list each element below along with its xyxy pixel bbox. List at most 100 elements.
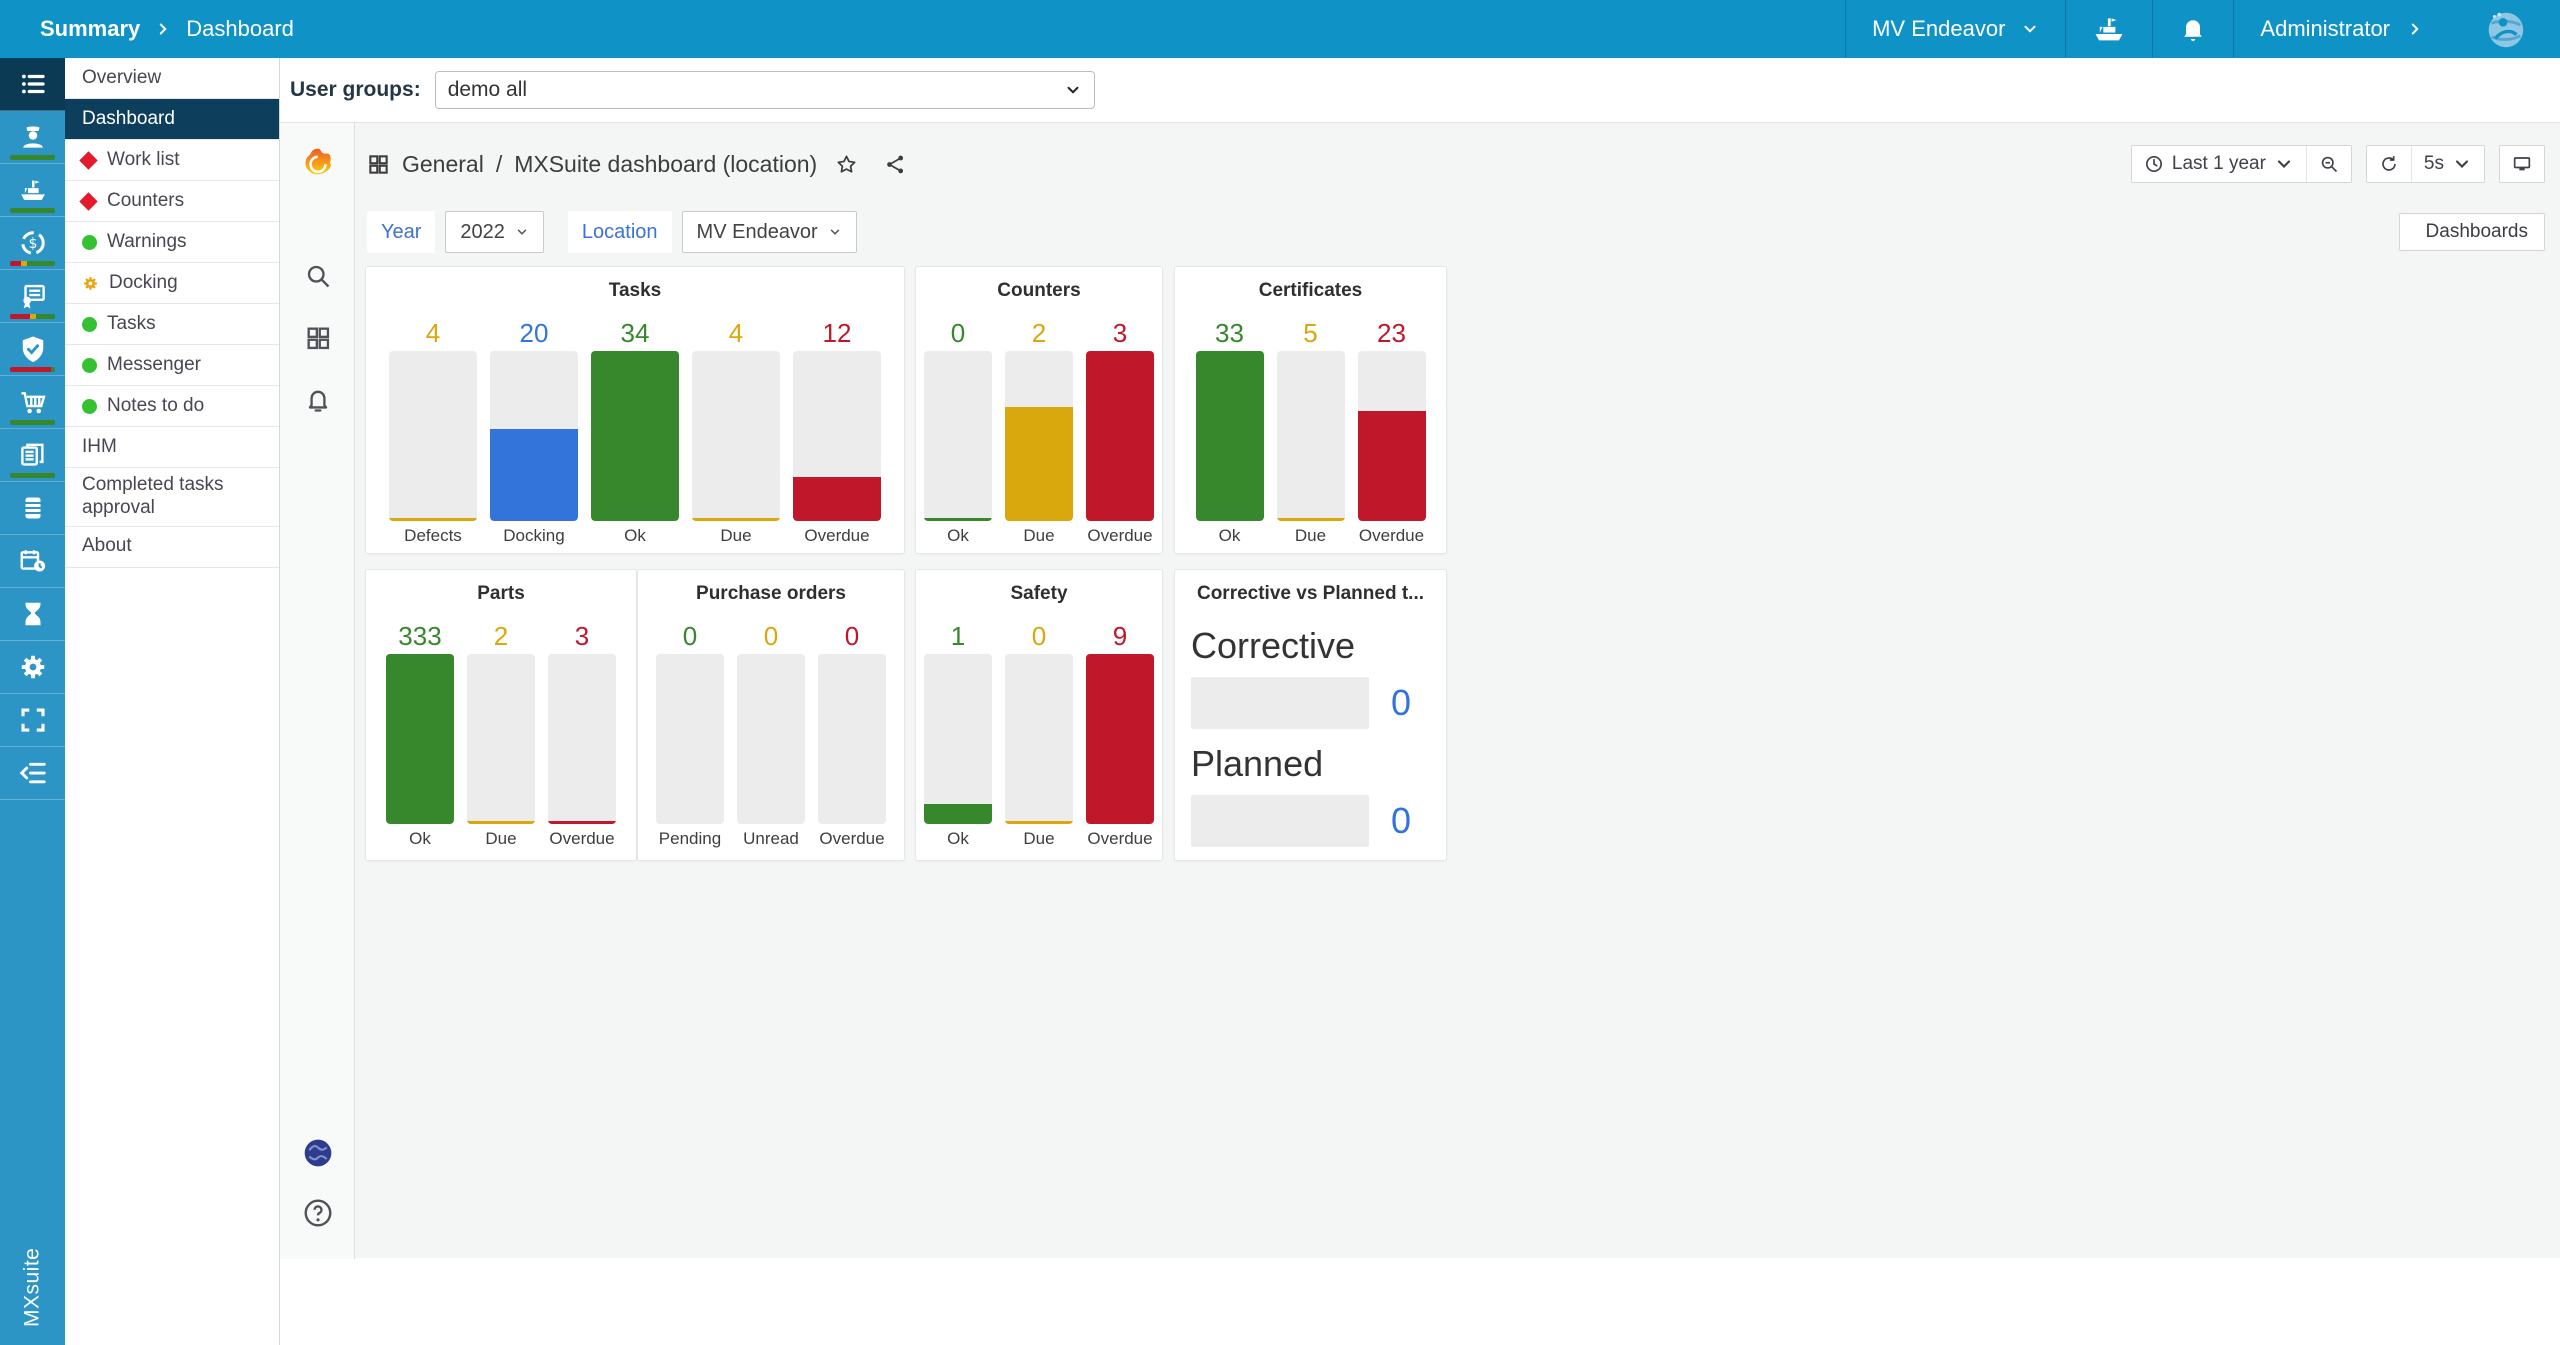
variable-select-year[interactable]: 2022 [445, 211, 544, 253]
rail-item-planning[interactable] [0, 535, 65, 588]
bar-overdue[interactable]: 9 Overdue [1086, 618, 1154, 849]
refresh-button[interactable] [2366, 146, 2411, 182]
grafana-rail-dashboards-grid[interactable] [280, 307, 355, 369]
zoom-out-button[interactable] [2305, 146, 2351, 182]
panel-title[interactable]: Safety [1010, 583, 1068, 604]
menu-item-notes-to-do[interactable]: Notes to do [65, 386, 279, 427]
bar-pending[interactable]: 0 Pending [656, 618, 724, 849]
bar-overdue[interactable]: 3 Overdue [1086, 315, 1154, 546]
rail-item-hourglass[interactable] [0, 588, 65, 641]
menu-list-icon [18, 69, 48, 99]
bar-value: 1 [950, 620, 966, 651]
breadcrumb-summary[interactable]: Summary [40, 16, 141, 41]
bar-due[interactable]: 2 Due [1005, 315, 1073, 546]
dashboards-button-label: Dashboards [2425, 221, 2528, 242]
bar-unread[interactable]: 0 Unread [737, 618, 805, 849]
fleet-button[interactable] [2065, 0, 2152, 58]
bar-label: Overdue [1087, 829, 1153, 848]
rail-status-bar [10, 208, 55, 213]
menu-item-label: Tasks [107, 312, 156, 334]
user-groups-select[interactable]: demo all [434, 71, 1095, 109]
progress-track[interactable] [1191, 795, 1369, 847]
breadcrumb-dashboard[interactable]: Dashboard [186, 16, 294, 41]
menu-item-tasks[interactable]: Tasks [65, 304, 279, 345]
progress-track[interactable] [1191, 677, 1369, 729]
bar-label: Due [1294, 526, 1327, 545]
bar-value: 0 [1031, 620, 1047, 651]
bar-due[interactable]: 2 Due [467, 618, 535, 849]
rail-item-safety[interactable] [0, 323, 65, 376]
bar-ok[interactable]: 1 Ok [924, 618, 992, 849]
rail-item-crew[interactable] [0, 111, 65, 164]
variable-select-location[interactable]: MV Endeavor [681, 211, 857, 253]
dashboard-title[interactable]: MXSuite dashboard (location) [514, 150, 818, 177]
bar-ok[interactable]: 33 Ok [1195, 315, 1264, 546]
panel-title[interactable]: Corrective vs Planned t... [1196, 583, 1425, 604]
bar-due[interactable]: 0 Due [1005, 618, 1073, 849]
bar-due[interactable]: 4 Due [692, 315, 780, 546]
panel-safety: Safety 1 Ok 0 Due 9 Overdue [915, 569, 1163, 861]
menu-item-counters[interactable]: Counters [65, 181, 279, 222]
rail-item-counters[interactable]: $ [0, 217, 65, 270]
panel-title[interactable]: Counters [997, 280, 1081, 301]
panel-title[interactable]: Certificates [1258, 280, 1363, 301]
bar-track [1086, 351, 1154, 521]
variable-value: 2022 [460, 220, 505, 243]
menu-item-warnings[interactable]: Warnings [65, 222, 279, 263]
dashboard-folder[interactable]: General [402, 150, 484, 177]
menu-item-completed-tasks-approval[interactable]: Completed tasks approval [65, 468, 279, 527]
user-menu[interactable]: Administrator [2233, 0, 2450, 58]
bar-label: Due [1023, 526, 1055, 545]
menu-item-docking[interactable]: Docking [65, 263, 279, 304]
notifications-button[interactable] [2152, 0, 2233, 58]
green-circle-icon [82, 357, 97, 373]
tv-mode-button[interactable] [2500, 146, 2544, 182]
grafana-rail-grafana-logo[interactable] [280, 133, 355, 195]
rail-item-collapse[interactable] [0, 747, 65, 800]
bar-value: 12 [822, 317, 852, 348]
star-icon[interactable] [835, 153, 858, 176]
menu-item-messenger[interactable]: Messenger [65, 345, 279, 386]
rail-item-documents[interactable] [0, 429, 65, 482]
settings-icon [18, 652, 48, 682]
rail-item-fullscreen[interactable] [0, 694, 65, 747]
bar-ok[interactable]: 34 Ok [591, 315, 679, 546]
refresh-interval-button[interactable]: 5s [2410, 146, 2484, 182]
bar-label: Pending [658, 829, 722, 848]
bar-defects[interactable]: 4 Defects [389, 315, 477, 546]
help-icon[interactable] [302, 1197, 334, 1229]
vessel-selector[interactable]: MV Endeavor [1845, 0, 2065, 58]
bar-docking[interactable]: 20 Docking [490, 315, 578, 546]
rail-item-vessel[interactable] [0, 164, 65, 217]
menu-item-about[interactable]: About [65, 527, 279, 568]
panel-title[interactable]: Purchase orders [696, 583, 846, 604]
menu-item-work-list[interactable]: Work list [65, 140, 279, 181]
bar-ok[interactable]: 333 Ok [386, 618, 454, 849]
rail-item-certificates[interactable] [0, 270, 65, 323]
menu-item-dashboard[interactable]: Dashboard [65, 99, 279, 140]
clock-icon [2144, 154, 2164, 174]
bar-ok[interactable]: 0 Ok [924, 315, 992, 546]
bar-overdue[interactable]: 0 Overdue [818, 618, 886, 849]
apps-grid-icon[interactable] [367, 153, 390, 176]
bar-value: 0 [682, 620, 698, 651]
user-avatar[interactable] [302, 1137, 334, 1169]
time-range-button[interactable]: Last 1 year [2131, 146, 2306, 182]
menu-item-ihm[interactable]: IHM [65, 427, 279, 468]
bar-due[interactable]: 5 Due [1276, 315, 1345, 546]
rail-item-purchasing[interactable] [0, 376, 65, 429]
rail-item-settings[interactable] [0, 641, 65, 694]
dashboards-button[interactable]: Dashboards [2398, 213, 2545, 251]
bar-overdue[interactable]: 3 Overdue [548, 618, 616, 849]
rail-item-menu-list[interactable] [0, 58, 65, 111]
grafana-rail-alerts-bell[interactable] [280, 369, 355, 431]
menu-item-label: IHM [82, 435, 117, 457]
share-icon[interactable] [884, 153, 907, 176]
bar-overdue[interactable]: 12 Overdue [793, 315, 881, 546]
rail-item-oil[interactable] [0, 482, 65, 535]
panel-title[interactable]: Tasks [608, 280, 662, 301]
panel-title[interactable]: Parts [477, 583, 525, 604]
grafana-rail-search[interactable] [280, 245, 355, 307]
bar-overdue[interactable]: 23 Overdue [1357, 315, 1426, 546]
menu-item-overview[interactable]: Overview [65, 58, 279, 99]
